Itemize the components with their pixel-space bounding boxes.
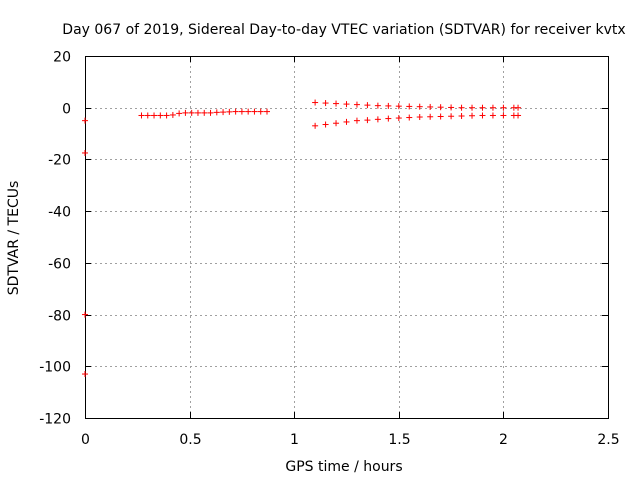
data-point [182, 109, 189, 116]
y-tick-label: -100 [39, 360, 71, 376]
data-point [416, 103, 423, 110]
data-point [151, 112, 158, 119]
data-point [201, 109, 208, 116]
data-point [245, 108, 252, 115]
data-point [479, 104, 486, 111]
y-tick-label: -120 [39, 412, 71, 428]
data-point [500, 112, 507, 119]
y-tick-label: 0 [62, 102, 71, 118]
data-point [374, 102, 381, 109]
data-point [515, 112, 522, 119]
data-point [416, 114, 423, 121]
y-tick-label: -60 [48, 257, 71, 273]
axis-ticks: 20 0 -20 -40 -60 -80 -100 -120 0 0.5 1 1.5 2 2.5 [39, 50, 619, 449]
data-point [479, 112, 486, 119]
data-point [385, 115, 392, 122]
data-point [515, 104, 522, 111]
data-point [238, 108, 245, 115]
data-point [82, 117, 88, 124]
data-point [257, 108, 264, 115]
data-point [500, 104, 507, 111]
data-point [322, 100, 329, 107]
data-point [312, 99, 319, 106]
data-point [395, 115, 402, 122]
data-point [489, 112, 496, 119]
data-point [157, 112, 164, 119]
data-point [188, 109, 195, 116]
data-point [458, 104, 465, 111]
data-point [469, 104, 476, 111]
x-tick-label: 0 [81, 432, 90, 448]
x-tick-label: 0.5 [179, 432, 201, 448]
data-point [406, 103, 413, 110]
plot-frame [85, 56, 609, 419]
data-point [427, 103, 434, 110]
data-point [82, 149, 88, 156]
data-point [251, 108, 258, 115]
chart-title: Day 067 of 2019, Sidereal Day-to-day VTE… [62, 22, 625, 38]
data-point [226, 108, 233, 115]
data-point [138, 112, 145, 119]
data-point [364, 102, 371, 109]
data-point [220, 109, 227, 116]
data-point [437, 113, 444, 120]
grid-lines [85, 56, 608, 418]
data-point [144, 112, 151, 119]
data-point [427, 113, 434, 120]
x-tick-label: 1.5 [388, 432, 410, 448]
y-axis-label: SDTVAR / TECUs [6, 181, 22, 296]
x-tick-label: 2.5 [597, 432, 619, 448]
data-point [489, 104, 496, 111]
data-point [364, 117, 371, 124]
data-point [469, 112, 476, 119]
x-axis-label: GPS time / hours [285, 459, 402, 475]
data-point [169, 111, 176, 118]
data-point [353, 117, 360, 124]
data-point [176, 110, 183, 117]
data-point [406, 114, 413, 121]
y-tick-label: -40 [48, 205, 71, 221]
data-point [82, 371, 88, 378]
data-point [207, 109, 214, 116]
x-tick-label: 2 [499, 432, 508, 448]
data-point [232, 108, 239, 115]
data-point [264, 108, 271, 115]
data-point [213, 109, 220, 116]
data-point [385, 102, 392, 109]
data-points [82, 99, 522, 378]
data-point [82, 311, 88, 318]
data-point [448, 113, 455, 120]
data-point [194, 109, 201, 116]
data-point [312, 122, 319, 129]
data-point [448, 104, 455, 111]
data-point [163, 112, 170, 119]
y-tick-label: 20 [53, 50, 71, 66]
x-tick-label: 1 [290, 432, 299, 448]
data-point [322, 121, 329, 128]
data-point [395, 103, 402, 110]
data-point [333, 100, 340, 107]
y-tick-label: -80 [48, 309, 71, 325]
data-point [343, 101, 350, 108]
y-tick-label: -20 [48, 153, 71, 169]
data-point [374, 116, 381, 123]
data-point [458, 112, 465, 119]
data-point [333, 120, 340, 127]
data-point [353, 101, 360, 108]
data-point [343, 118, 350, 125]
data-point [437, 104, 444, 111]
